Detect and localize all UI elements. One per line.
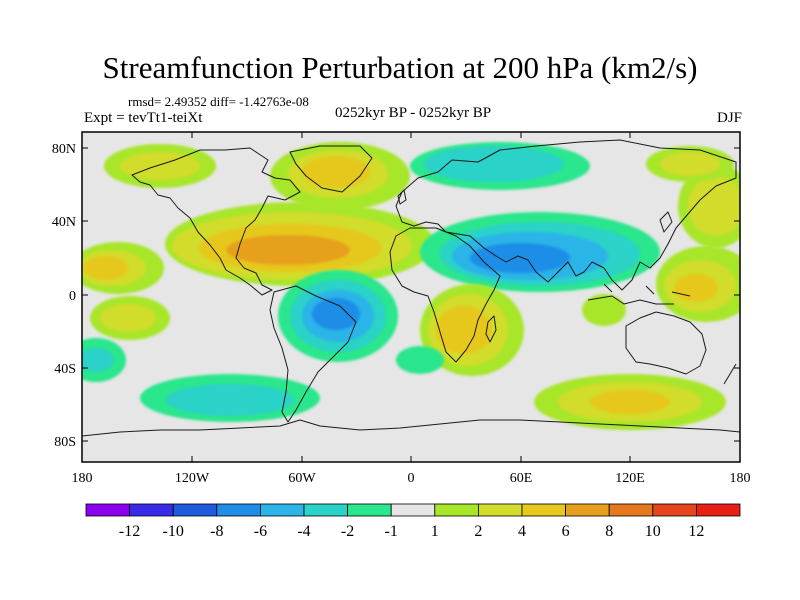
coastline-layer (82, 139, 740, 437)
lat-label-40s: 40S (54, 362, 76, 377)
experiment-label: Expt = tevTt1-teiXt (84, 110, 203, 126)
colorbar-box (477, 503, 523, 517)
colorbar-box (303, 503, 348, 517)
coastline-british-isles (397, 189, 407, 205)
lon-label-180w: 180 (72, 471, 93, 486)
contour-fill (302, 156, 370, 188)
contour-fill (688, 176, 740, 236)
colorbar-label: -12 (119, 523, 140, 540)
colorbar-label: 8 (605, 523, 613, 540)
colorbar-box (696, 503, 741, 517)
season-label: DJF (716, 110, 742, 126)
colorbar-label: 6 (562, 523, 570, 540)
colorbar-label: -6 (254, 523, 267, 540)
map-field-area (82, 132, 740, 462)
colorbar-label: 2 (474, 523, 482, 540)
colorbar-box (259, 503, 305, 517)
lat-label-80s: 80S (54, 435, 76, 450)
colorbar-box (129, 503, 174, 517)
coastline-antarctica (82, 419, 740, 437)
colorbar-box (390, 503, 436, 517)
coastline-south-america (269, 285, 357, 423)
lon-label-60w: 60W (288, 471, 316, 486)
lon-label-0: 0 (408, 471, 415, 486)
colorbar-label: 12 (688, 523, 704, 540)
coastline-africa (389, 227, 501, 363)
stats-line: rmsd= 2.49352 diff= -1.42763e-08 (128, 94, 309, 109)
lon-label-180e: 180 (730, 471, 751, 486)
colorbar-label: -4 (297, 523, 310, 540)
colorbar-label: 4 (518, 523, 526, 540)
lat-label-40n: 40N (52, 215, 76, 230)
coastline-new-zealand (723, 363, 737, 385)
coastline-japan (659, 211, 673, 233)
colorbar-label: -2 (341, 523, 354, 540)
lon-label-60e: 60E (510, 471, 533, 486)
map-title: Streamfunction Perturbation at 200 hPa (… (102, 50, 698, 85)
colorbar-label: -10 (163, 523, 184, 540)
coastline-australia (625, 311, 707, 375)
contour-fill (120, 152, 200, 180)
contour-fill (166, 384, 294, 416)
axis-ticks (81, 132, 741, 462)
colorbar-label: 10 (645, 523, 661, 540)
colorbar-box (608, 503, 654, 517)
coastline-maritime-continent (587, 283, 691, 305)
contour-fill (100, 304, 156, 332)
coastline-eurasia (395, 139, 737, 291)
colorbar-box (652, 503, 697, 517)
colorbar-box (347, 503, 392, 517)
colorbar-label: -8 (210, 523, 223, 540)
contour-fill (674, 274, 718, 302)
coastline-madagascar (485, 315, 497, 343)
lat-label-eq: 0 (69, 289, 76, 304)
lat-label-80n: 80N (52, 142, 76, 157)
colorbar-label: 1 (431, 523, 439, 540)
contour-fill-layer (82, 142, 740, 430)
contour-fill (312, 298, 360, 330)
contour-fill (84, 256, 128, 280)
contour-fill (470, 243, 570, 273)
colorbar: -12 -10 -8 -6 -4 -2 -1 1 2 4 6 8 10 12 (85, 503, 741, 540)
colorbar-box (565, 503, 610, 517)
coastline-north-america (131, 147, 301, 296)
contour-fill (660, 152, 720, 176)
contour-fill (424, 146, 564, 182)
contour-fill (396, 346, 444, 374)
contour-fill (582, 294, 626, 326)
contour-fill (590, 390, 670, 414)
contour-fill (226, 235, 350, 265)
coastline-greenland (289, 145, 373, 193)
colorbar-box (216, 503, 261, 517)
period-label: 0252kyr BP - 0252kyr BP (334, 105, 492, 121)
colorbar-box (172, 503, 218, 517)
lon-label-120w: 120W (175, 471, 210, 486)
contour-fill (82, 348, 114, 372)
lon-label-120e: 120E (615, 471, 645, 486)
contour-fill (436, 306, 492, 354)
colorbar-box (85, 503, 130, 517)
colorbar-label: -1 (385, 523, 398, 540)
colorbar-box (434, 503, 479, 517)
colorbar-box (521, 503, 566, 517)
